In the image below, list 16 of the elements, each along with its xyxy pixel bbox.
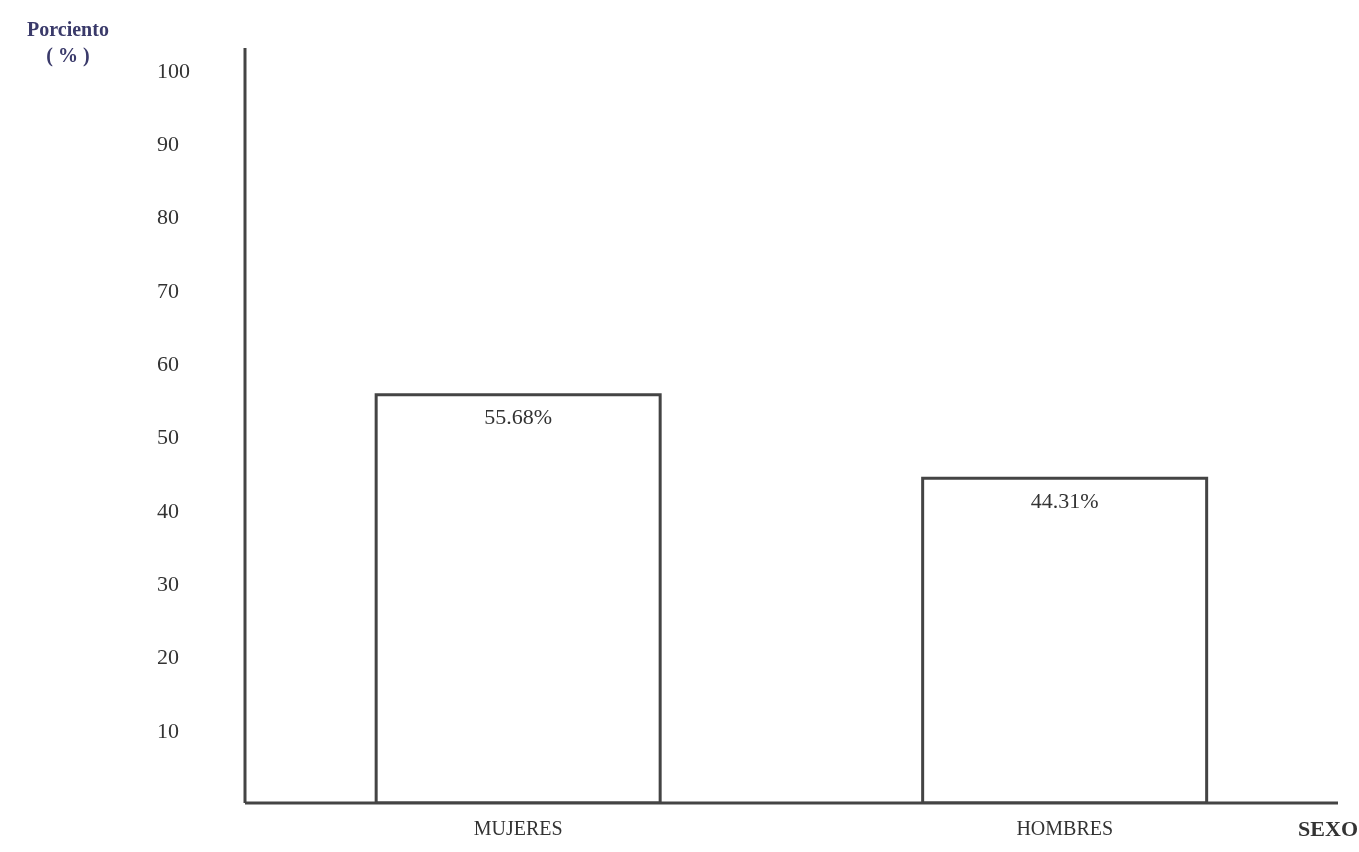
x-axis-title: SEXO [1298, 816, 1358, 842]
y-axis-title: Porciento ( % ) [26, 17, 110, 68]
y-tick-label: 30 [157, 570, 179, 596]
y-tick-label: 10 [157, 717, 179, 743]
y-tick-label: 80 [157, 204, 179, 230]
x-tick-label: MUJERES [473, 817, 563, 840]
y-tick-label: 40 [157, 497, 179, 523]
y-tick-label: 100 [157, 57, 190, 83]
y-tick-label: 20 [157, 644, 179, 670]
data-label: 55.68% [484, 404, 553, 430]
y-tick-label: 70 [157, 277, 179, 303]
data-label: 44.31% [1030, 487, 1099, 513]
y-tick-label: 90 [157, 131, 179, 157]
y-tick-label: 60 [157, 351, 179, 376]
y-tick-label: 50 [157, 424, 179, 450]
x-tick-label: HOMBRES [1016, 817, 1114, 840]
